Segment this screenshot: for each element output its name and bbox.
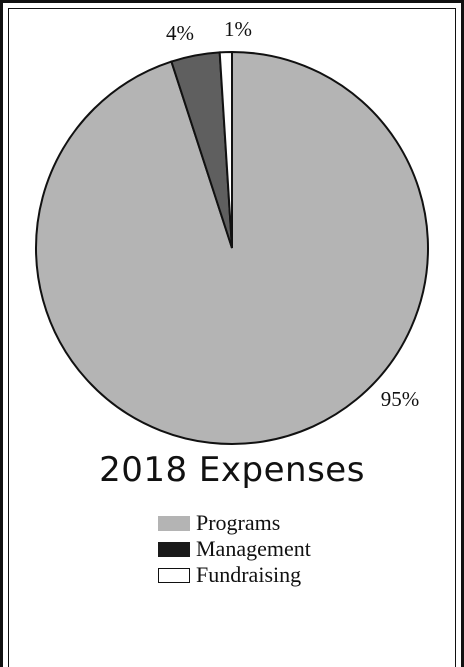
frame-inner-line-right [455, 8, 456, 667]
frame-inner-line-left [8, 8, 9, 667]
frame-inner-line-top [8, 8, 456, 9]
legend-swatch-fundraising [158, 567, 190, 583]
legend-swatch-management [158, 541, 190, 557]
slice-label-programs: 95% [381, 387, 420, 411]
slice-label-fundraising: 1% [224, 17, 252, 41]
legend-label: Programs [196, 510, 281, 535]
legend-item-management: Management [158, 536, 311, 562]
legend-item-fundraising: Fundraising [158, 562, 311, 588]
pie-slice-fundraising [218, 50, 233, 249]
slice-label-management: 4% [166, 21, 194, 45]
legend: Programs Management Fundraising [158, 510, 311, 588]
chart-title: 2018 Expenses [99, 450, 365, 490]
pie-chart: 95% 4% 1% [35, 17, 429, 445]
legend-swatch-programs [158, 515, 190, 531]
legend-label: Management [196, 536, 311, 561]
legend-label: Fundraising [196, 562, 302, 587]
legend-item-programs: Programs [158, 510, 311, 536]
